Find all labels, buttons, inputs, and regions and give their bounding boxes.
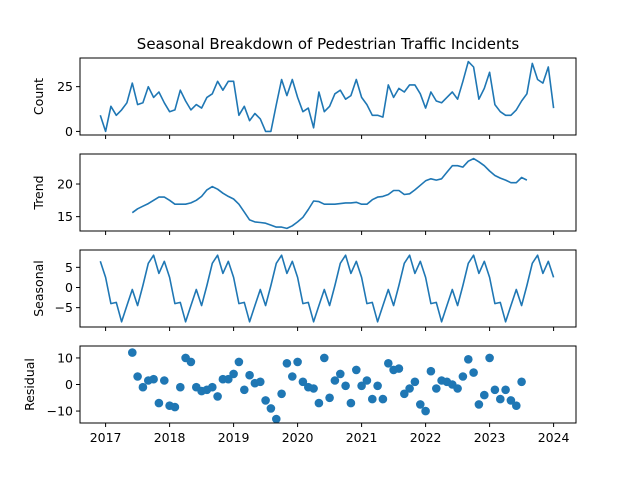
residual-point	[485, 353, 494, 363]
residual-point	[517, 377, 526, 387]
residual-point	[309, 384, 318, 393]
chart-title: Seasonal Breakdown of Pedestrian Traffic…	[137, 35, 520, 53]
seasonal-ytick-label: 5	[65, 260, 73, 275]
residual-point	[261, 396, 270, 405]
residual-point	[474, 400, 484, 409]
residual-point	[213, 392, 222, 401]
residual-point	[288, 372, 297, 381]
residual-point	[368, 394, 377, 404]
seasonal-series-line	[99, 254, 555, 323]
seasonal-ytick-label: 0	[65, 280, 73, 295]
residual-point	[240, 385, 249, 395]
residual-point	[229, 369, 238, 379]
residual-point	[373, 381, 382, 391]
residual-point	[298, 377, 308, 387]
residual-point	[149, 374, 158, 384]
count-ylabel: Count	[31, 78, 46, 115]
xtick-label: 2018	[154, 430, 186, 445]
residual-point	[277, 389, 286, 399]
residual-point	[138, 382, 148, 392]
count-ytick-label: 25	[57, 79, 73, 94]
residual-point	[357, 381, 366, 391]
residual-point	[336, 369, 345, 379]
xtick-label: 2024	[538, 430, 570, 445]
trend-series-line	[131, 157, 528, 230]
xtick-label: 2017	[90, 430, 122, 445]
residual-point	[362, 376, 372, 385]
residual-point	[378, 394, 388, 404]
residual-point	[282, 359, 292, 368]
residual-point	[480, 390, 489, 400]
residual-point	[314, 398, 324, 408]
residual-point	[266, 404, 276, 413]
residual-point	[416, 400, 425, 409]
residual-ytick-label: 0	[65, 377, 73, 392]
residual-ytick-label: 10	[57, 350, 73, 365]
xtick-label: 2021	[346, 430, 378, 445]
xtick-label: 2022	[410, 430, 442, 445]
residual-point	[496, 394, 505, 404]
residual-point	[400, 389, 409, 399]
xtick-label: 2023	[474, 430, 506, 445]
residual-point	[421, 406, 430, 416]
xtick-label: 2019	[218, 430, 250, 445]
seasonal-ytick-label: −5	[55, 300, 73, 315]
seasonal-axes-frame	[79, 249, 577, 328]
residual-point	[469, 368, 478, 377]
residual-point	[170, 402, 180, 412]
count-ytick-label: 0	[65, 124, 73, 139]
trend-ytick-label: 15	[57, 209, 73, 224]
residual-point	[255, 377, 265, 387]
residual-point	[426, 366, 436, 376]
residual-point	[384, 359, 393, 368]
residual-point	[458, 372, 468, 381]
panel-residual: −10 0 10 Residual 2017 2018 2019 2020 2021 2022 20…	[22, 345, 577, 445]
trend-ytick-label: 20	[57, 177, 73, 192]
count-axes-frame	[79, 57, 577, 136]
residual-point	[293, 357, 302, 367]
residual-point	[501, 385, 510, 395]
residual-point	[133, 372, 142, 381]
residual-point	[394, 364, 404, 373]
panel-count: 0 25 Count	[31, 57, 577, 139]
residual-point	[346, 398, 356, 408]
count-series-line	[99, 60, 555, 133]
residual-point	[453, 384, 462, 393]
residual-point	[320, 353, 329, 363]
residual-point	[512, 401, 521, 411]
residual-point	[154, 398, 164, 408]
residual-point	[272, 414, 281, 424]
residual-ylabel: Residual	[22, 358, 37, 411]
residual-point	[490, 385, 500, 395]
residual-point	[208, 382, 217, 392]
trend-axes-frame	[79, 153, 577, 232]
residual-point	[352, 365, 361, 375]
residual-point	[245, 370, 254, 380]
xtick-label: 2020	[282, 430, 314, 445]
residual-point	[325, 393, 334, 403]
residual-ytick-label: −10	[47, 404, 73, 419]
panel-seasonal: −5 0 5 Seasonal	[31, 249, 577, 331]
residual-point	[330, 376, 340, 385]
residual-point	[234, 357, 244, 367]
residual-point	[176, 382, 185, 392]
residual-point	[224, 374, 233, 384]
residual-point	[341, 381, 350, 391]
residual-point	[506, 396, 516, 405]
residual-point	[410, 377, 420, 387]
panel-trend: 15 20 Trend	[31, 153, 577, 235]
trend-ylabel: Trend	[31, 175, 46, 210]
residual-point	[464, 355, 473, 364]
residual-point	[405, 384, 414, 393]
residual-point	[432, 384, 441, 393]
residual-point	[160, 376, 169, 385]
seasonal-ylabel: Seasonal	[31, 260, 46, 317]
residual-point	[128, 348, 137, 357]
residual-point	[186, 357, 196, 367]
